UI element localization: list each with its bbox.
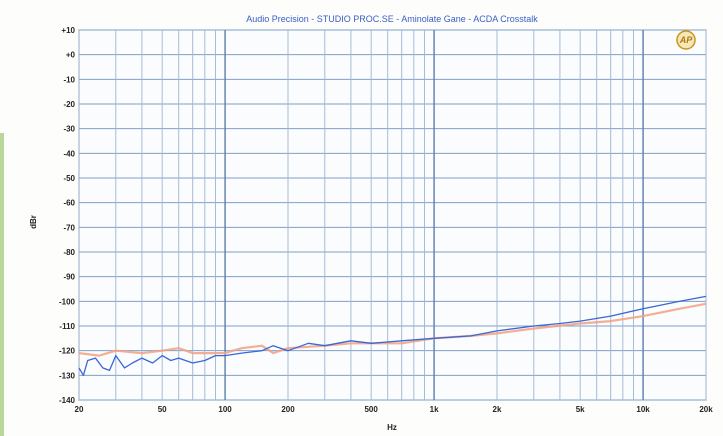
y-tick-label: -60	[63, 199, 75, 208]
series-line	[78, 302, 707, 357]
y-tick-label: -140	[59, 396, 76, 405]
chart-title: Audio Precision - STUDIO PROC.SE - Amino…	[246, 14, 538, 24]
ap-logo-ring	[676, 30, 696, 50]
x-tick-label: 50	[158, 405, 167, 414]
y-tick-label: -100	[59, 297, 76, 306]
y-tick-label: -90	[63, 273, 75, 282]
series-group	[78, 295, 707, 376]
y-tick-label: -110	[59, 322, 75, 331]
y-tick-label: +0	[66, 51, 76, 60]
y-tick-label: -10	[63, 75, 75, 84]
y-tick-label: -50	[63, 174, 75, 183]
y-tick-label: -70	[63, 223, 75, 232]
x-tick-label: 5k	[576, 405, 585, 414]
x-axis-label: Hz	[387, 423, 397, 432]
series-line	[78, 295, 707, 376]
x-tick-label: 20k	[699, 405, 713, 414]
x-tick-label: 100	[218, 405, 232, 414]
x-tick-label: 10k	[636, 405, 650, 414]
y-tick-labels: +10 +0 -10 -20 -30 -40 -50 -60 -70 -80 -90 -100 -110…	[59, 26, 76, 405]
left-accent-bar	[0, 133, 4, 436]
x-tick-label: 20	[75, 405, 84, 414]
y-axis-label: dBr	[29, 215, 38, 229]
x-tick-label: 1k	[430, 405, 439, 414]
y-tick-label: +10	[61, 26, 75, 35]
y-tick-label: -120	[59, 347, 76, 356]
y-tick-label: -30	[63, 125, 75, 134]
y-tick-label: -80	[63, 248, 75, 257]
ap-logo: AP	[676, 30, 696, 50]
y-tick-label: -130	[59, 371, 76, 380]
x-tick-label: 2k	[493, 405, 502, 414]
x-tick-label: 200	[281, 405, 295, 414]
y-tick-label: -40	[63, 149, 75, 158]
ap-logo-text: AP	[679, 35, 693, 45]
y-tick-label: -20	[63, 100, 75, 109]
x-tick-labels: 20 50 100 200 500 1k 2k 5k 10k 20k	[75, 405, 714, 414]
x-tick-label: 500	[364, 405, 378, 414]
plot-area	[78, 29, 707, 401]
